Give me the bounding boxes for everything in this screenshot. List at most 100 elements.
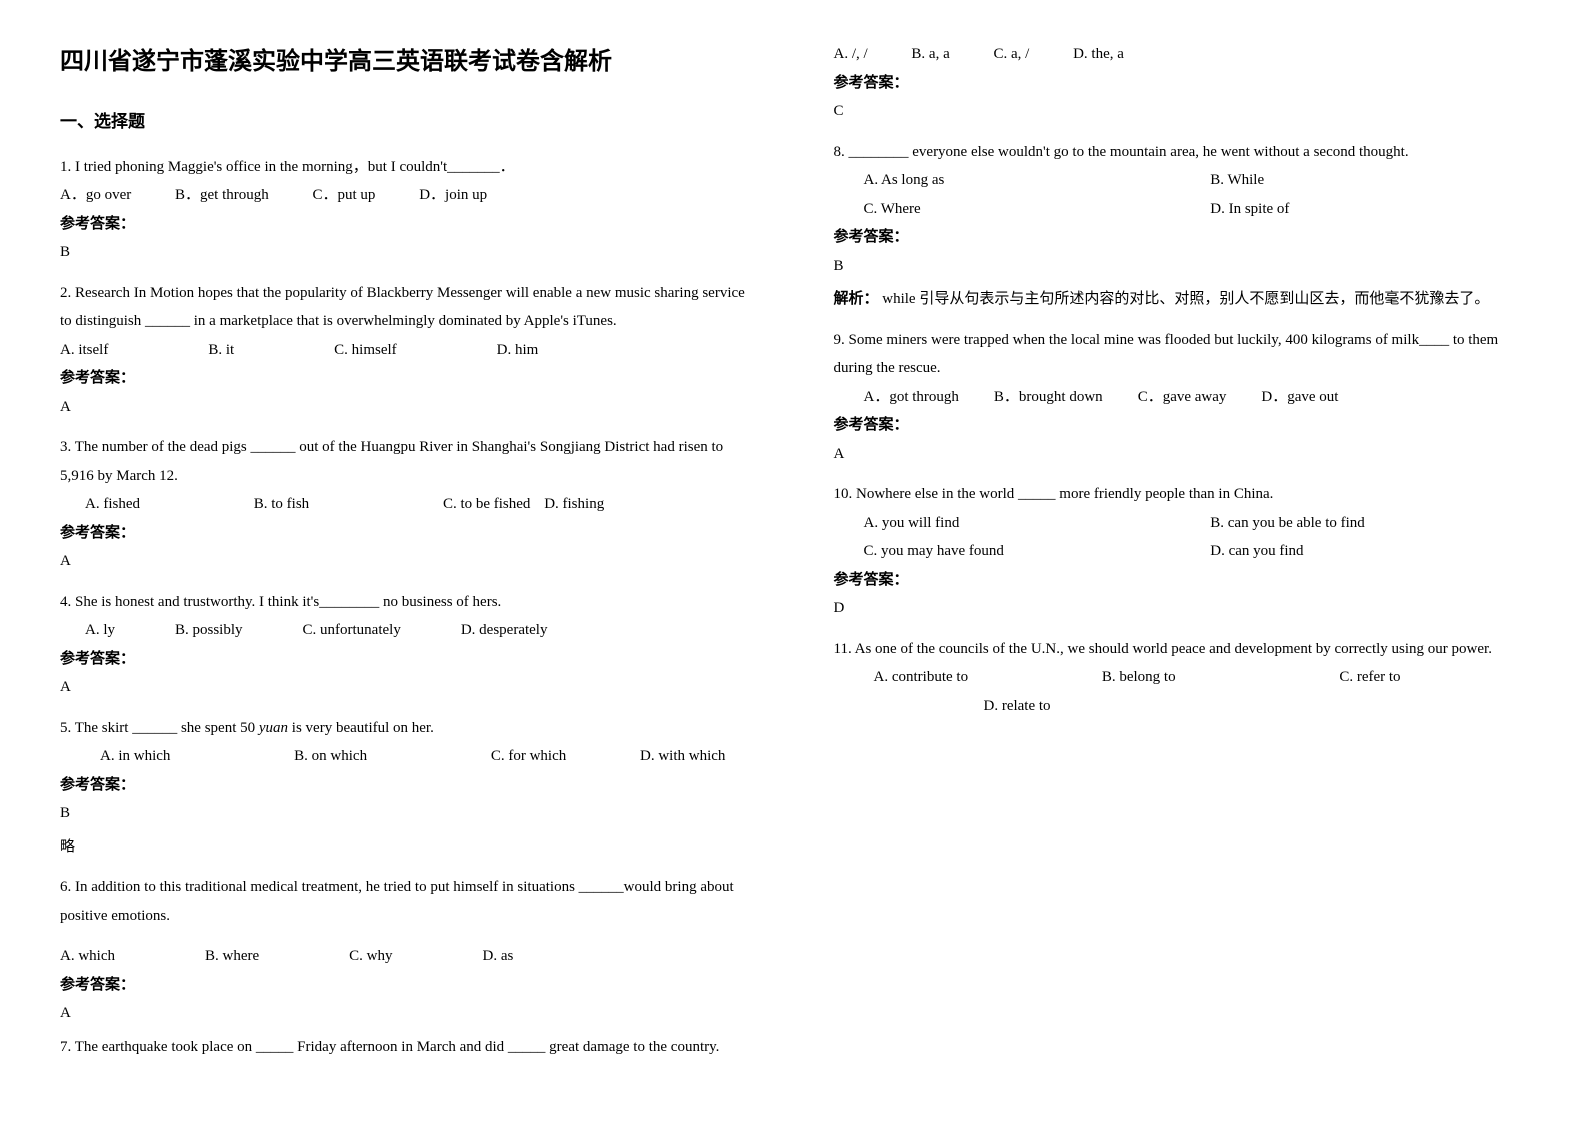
q9-options: A．got through B．brought down C．gave away… bbox=[834, 383, 1528, 412]
analysis-label: 解析： bbox=[834, 291, 879, 307]
q4-a: A. ly bbox=[85, 616, 115, 645]
q3-b: B. to fish bbox=[254, 490, 309, 519]
q8-text: 8. ________ everyone else wouldn't go to… bbox=[834, 138, 1528, 167]
q4-answer: A bbox=[60, 673, 754, 702]
q5-answer-label: 参考答案： bbox=[60, 771, 754, 800]
q6-b: B. where bbox=[205, 942, 259, 971]
q10-c: C. you may have found bbox=[834, 537, 1181, 566]
q11-text: 11. As one of the councils of the U.N., … bbox=[834, 635, 1528, 664]
q7-answer-label: 参考答案： bbox=[834, 69, 1528, 98]
q6-text: 6. In addition to this traditional medic… bbox=[60, 873, 754, 930]
q2-b: B. it bbox=[208, 336, 234, 365]
question-4: 4. She is honest and trustworthy. I thin… bbox=[60, 588, 754, 702]
q9-c: C．gave away bbox=[1138, 383, 1227, 412]
q5-options: A. in which B. on which C. for which D. … bbox=[60, 742, 754, 771]
q10-answer-label: 参考答案： bbox=[834, 566, 1528, 595]
q9-b: B．brought down bbox=[994, 383, 1103, 412]
q5-post: is very beautiful on her. bbox=[288, 720, 434, 736]
question-11: 11. As one of the councils of the U.N., … bbox=[834, 635, 1528, 721]
q7-text: 7. The earthquake took place on _____ Fr… bbox=[60, 1033, 754, 1062]
question-9: 9. Some miners were trapped when the loc… bbox=[834, 326, 1528, 469]
q9-answer: A bbox=[834, 440, 1528, 469]
q1-a: A．go over bbox=[60, 181, 131, 210]
q3-answer-label: 参考答案： bbox=[60, 519, 754, 548]
q7-d: D. the, a bbox=[1073, 40, 1124, 69]
q4-d: D. desperately bbox=[461, 616, 548, 645]
q6-c: C. why bbox=[349, 942, 392, 971]
q6-answer-label: 参考答案： bbox=[60, 971, 754, 1000]
q6-answer: A bbox=[60, 999, 754, 1028]
q2-answer: A bbox=[60, 393, 754, 422]
q2-answer-label: 参考答案： bbox=[60, 364, 754, 393]
q5-pre: 5. The skirt ______ she spent 50 bbox=[60, 720, 259, 736]
q9-text: 9. Some miners were trapped when the loc… bbox=[834, 326, 1528, 383]
q3-d: D. fishing bbox=[544, 490, 604, 519]
q6-options: A. which B. where C. why D. as bbox=[60, 942, 754, 971]
q8-answer: B bbox=[834, 252, 1528, 281]
q4-c: C. unfortunately bbox=[303, 616, 401, 645]
q2-c: C. himself bbox=[334, 336, 397, 365]
q4-b: B. possibly bbox=[175, 616, 243, 645]
q3-options: A. fished B. to fish C. to be fished D. … bbox=[60, 490, 754, 519]
q5-note: 略 bbox=[60, 833, 754, 862]
q11-d: D. relate to bbox=[984, 692, 1051, 721]
q1-b: B．get through bbox=[175, 181, 269, 210]
q4-text: 4. She is honest and trustworthy. I thin… bbox=[60, 588, 754, 617]
q5-text: 5. The skirt ______ she spent 50 yuan is… bbox=[60, 714, 754, 743]
q8-options: A. As long as B. While C. Where D. In sp… bbox=[834, 166, 1528, 223]
q8-answer-label: 参考答案： bbox=[834, 223, 1528, 252]
q5-answer: B bbox=[60, 799, 754, 828]
q7-c: C. a, / bbox=[994, 40, 1030, 69]
q1-answer-label: 参考答案： bbox=[60, 210, 754, 239]
q1-d: D．join up bbox=[419, 181, 487, 210]
q5-a: A. in which bbox=[100, 742, 170, 771]
q4-answer-label: 参考答案： bbox=[60, 645, 754, 674]
q7-b: B. a, a bbox=[911, 40, 949, 69]
q10-options: A. you will find B. can you be able to f… bbox=[834, 509, 1528, 566]
q10-b: B. can you be able to find bbox=[1180, 509, 1527, 538]
q3-a: A. fished bbox=[85, 490, 140, 519]
q11-b: B. belong to bbox=[1102, 663, 1176, 692]
page-title: 四川省遂宁市蓬溪实验中学高三英语联考试卷含解析 bbox=[60, 40, 754, 86]
q10-d: D. can you find bbox=[1180, 537, 1527, 566]
q11-c: C. refer to bbox=[1339, 663, 1400, 692]
q10-answer: D bbox=[834, 594, 1528, 623]
question-5: 5. The skirt ______ she spent 50 yuan is… bbox=[60, 714, 754, 862]
q8-analysis: 解析： while 引导从句表示与主句所述内容的对比、对照，别人不愿到山区去，而… bbox=[834, 285, 1528, 314]
q9-a: A．got through bbox=[864, 383, 959, 412]
q4-options: A. ly B. possibly C. unfortunately D. de… bbox=[60, 616, 754, 645]
q5-d: D. with which bbox=[640, 742, 725, 771]
q7-a: A. /, / bbox=[834, 40, 868, 69]
q8-b: B. While bbox=[1180, 166, 1527, 195]
q11-options: A. contribute to B. belong to C. refer t… bbox=[834, 663, 1528, 720]
q6-a: A. which bbox=[60, 942, 115, 971]
q3-answer: A bbox=[60, 547, 754, 576]
q7-options: A. /, / B. a, a C. a, / D. the, a bbox=[834, 40, 1528, 69]
q5-b: B. on which bbox=[294, 742, 367, 771]
q8-d: D. In spite of bbox=[1180, 195, 1527, 224]
q1-options: A．go over B．get through C．put up D．join … bbox=[60, 181, 754, 210]
question-3: 3. The number of the dead pigs ______ ou… bbox=[60, 433, 754, 576]
q8-a: A. As long as bbox=[834, 166, 1181, 195]
q3-c: C. to be fished bbox=[443, 490, 531, 519]
q1-c: C．put up bbox=[313, 181, 376, 210]
q2-options: A. itself B. it C. himself D. him bbox=[60, 336, 754, 365]
question-8: 8. ________ everyone else wouldn't go to… bbox=[834, 138, 1528, 314]
q5-italic: yuan bbox=[259, 720, 288, 736]
question-1: 1. I tried phoning Maggie's office in th… bbox=[60, 153, 754, 267]
q2-a: A. itself bbox=[60, 336, 108, 365]
q1-answer: B bbox=[60, 238, 754, 267]
section-heading: 一、选择题 bbox=[60, 106, 754, 138]
q2-text: 2. Research In Motion hopes that the pop… bbox=[60, 279, 754, 336]
q9-d: D．gave out bbox=[1261, 383, 1338, 412]
question-6: 6. In addition to this traditional medic… bbox=[60, 873, 754, 930]
q2-d: D. him bbox=[497, 336, 539, 365]
q10-text: 10. Nowhere else in the world _____ more… bbox=[834, 480, 1528, 509]
q7-answer: C bbox=[834, 97, 1528, 126]
q6-d: D. as bbox=[483, 942, 514, 971]
q1-text: 1. I tried phoning Maggie's office in th… bbox=[60, 153, 754, 182]
q10-a: A. you will find bbox=[834, 509, 1181, 538]
q5-c: C. for which bbox=[491, 742, 566, 771]
question-10: 10. Nowhere else in the world _____ more… bbox=[834, 480, 1528, 623]
q8-analysis-text: while 引导从句表示与主句所述内容的对比、对照，别人不愿到山区去，而他毫不犹… bbox=[882, 291, 1489, 307]
